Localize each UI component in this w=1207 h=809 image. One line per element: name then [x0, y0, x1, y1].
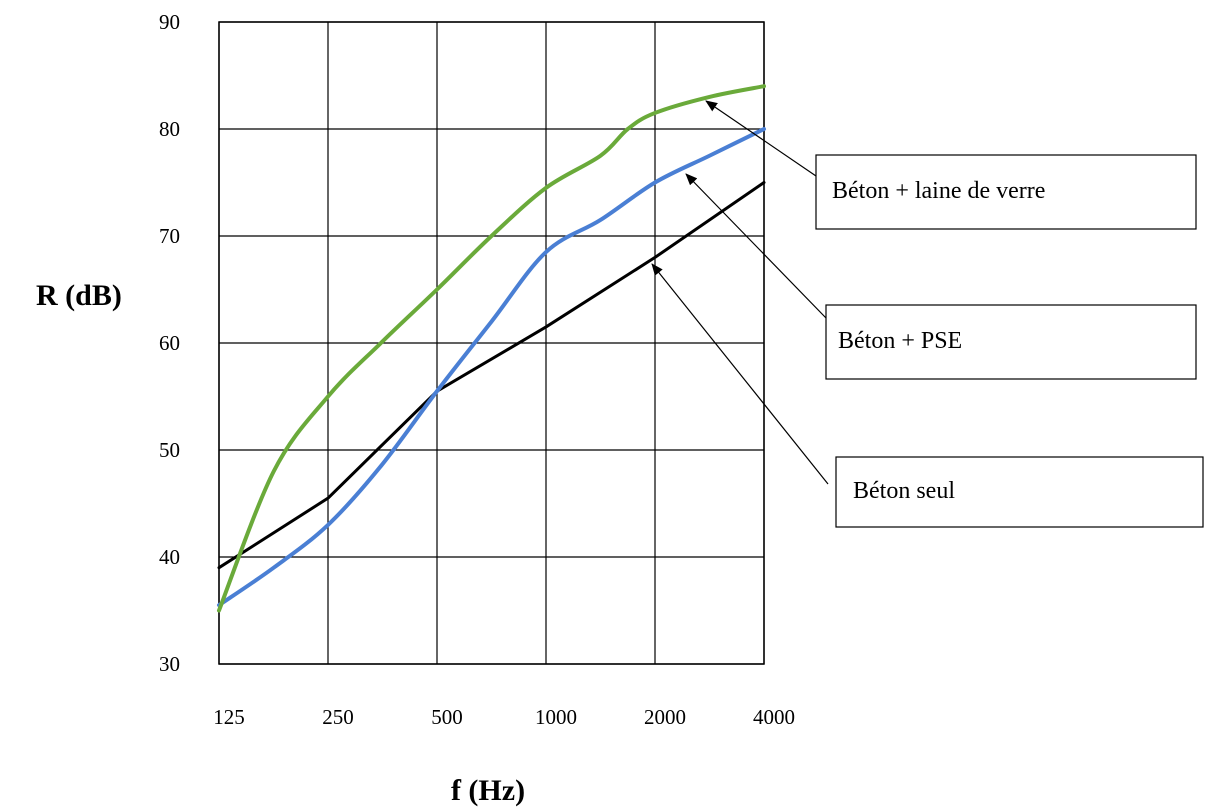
- grid: [218, 21, 765, 665]
- y-tick-label: 50: [159, 438, 180, 462]
- x-axis-title: f (Hz): [451, 774, 525, 807]
- series-lines: [217, 84, 766, 613]
- legend-label: Béton + laine de verre: [832, 178, 1045, 204]
- legend-box-beton-seul: [835, 456, 1204, 528]
- x-tick-label: 4000: [753, 705, 795, 729]
- legend-box-beton-pse: [825, 304, 1197, 380]
- y-tick-label: 80: [159, 117, 180, 141]
- x-tick-label: 2000: [644, 705, 686, 729]
- x-tick-label: 250: [322, 705, 354, 729]
- x-tick-labels: 125 250 500 1000 2000 4000: [213, 705, 795, 729]
- x-tick-label: 125: [213, 705, 245, 729]
- legend-arrow: [705, 100, 817, 177]
- legend-label: Béton seul: [853, 478, 955, 504]
- legend-label: Béton + PSE: [838, 328, 962, 354]
- y-tick-label: 90: [159, 10, 180, 34]
- legend-box-beton-laine: [815, 154, 1197, 230]
- y-axis-title: R (dB): [36, 279, 122, 312]
- legend-arrow: [651, 263, 829, 485]
- y-tick-label: 60: [159, 331, 180, 355]
- y-tick-label: 40: [159, 545, 180, 569]
- series-line-beton-seul: [217, 181, 766, 570]
- y-tick-labels: 30 40 50 60 70 80 90: [159, 10, 180, 676]
- series-line-beton-laine: [217, 84, 766, 613]
- legend-callouts: Béton + laine de verre Béton + PSE Béton s…: [651, 100, 1204, 528]
- x-tick-label: 500: [431, 705, 463, 729]
- y-tick-label: 70: [159, 224, 180, 248]
- y-tick-label: 30: [159, 652, 180, 676]
- series-line-beton-pse: [217, 127, 766, 608]
- legend-arrow: [685, 173, 827, 319]
- x-tick-label: 1000: [535, 705, 577, 729]
